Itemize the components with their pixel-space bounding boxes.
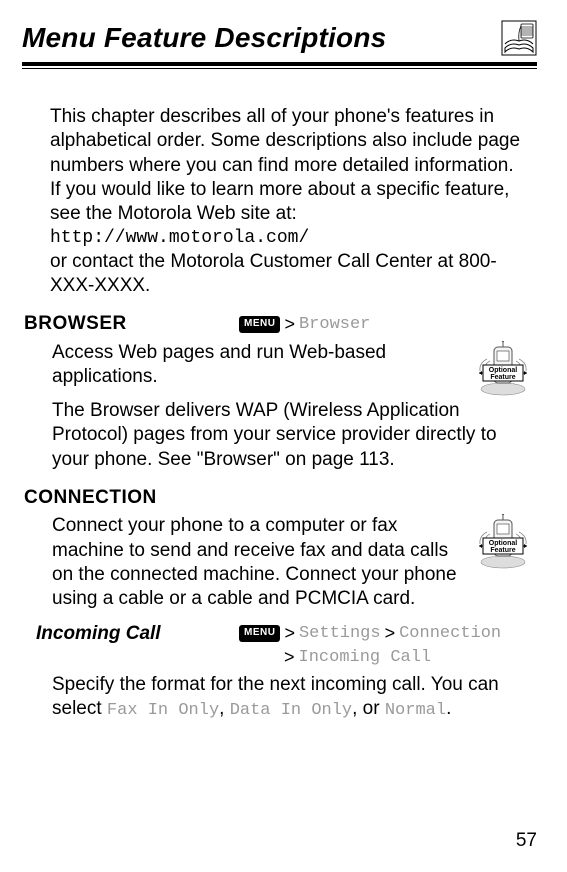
crumb-separator: > [284, 622, 295, 645]
chapter-title: Menu Feature Descriptions [22, 22, 386, 54]
sep2: , or [352, 698, 385, 719]
browser-path: MENU > Browser [239, 313, 370, 336]
incoming-call-heading: Incoming Call [36, 623, 161, 644]
crumb-settings: Settings [299, 623, 381, 645]
browser-heading: BROWSER [24, 313, 127, 334]
page-number: 57 [516, 830, 537, 852]
header-rule-thick [22, 62, 537, 66]
browser-heading-row: BROWSER MENU > Browser [24, 312, 529, 336]
book-icon [501, 20, 537, 56]
badge-text-line2: Feature [490, 374, 515, 381]
crumb-incoming-call: Incoming Call [299, 647, 432, 669]
crumb-separator: > [284, 646, 295, 669]
incoming-call-path-line2: > Incoming Call [284, 646, 529, 669]
opt-data-in-only: Data In Only [230, 701, 352, 720]
browser-body-1: Access Web pages and run Web-based appli… [52, 341, 529, 390]
connection-body-1: Connect your phone to a computer or fax … [52, 514, 529, 611]
optional-feature-badge-icon: Optional Feature [477, 341, 529, 397]
incoming-call-row: Incoming Call MENU > Settings > Connecti… [36, 622, 529, 646]
optional-feature-badge-icon: Optional Feature [477, 514, 529, 570]
crumb-separator: > [284, 313, 295, 336]
opt-normal: Normal [385, 701, 446, 720]
menu-key-icon: MENU [239, 625, 280, 642]
connection-heading: CONNECTION [24, 487, 157, 508]
incoming-call-path-line1: MENU > Settings > Connection [239, 622, 501, 645]
crumb-browser: Browser [299, 314, 370, 336]
browser-body-2: The Browser delivers WAP (Wireless Appli… [52, 399, 529, 472]
connection-heading-row: CONNECTION [24, 486, 529, 510]
incoming-call-body: Specify the format for the next incoming… [52, 673, 529, 722]
incoming-body-post: . [446, 698, 451, 719]
crumb-connection: Connection [399, 623, 501, 645]
badge-text-line1: Optional [489, 540, 517, 547]
opt-fax-in-only: Fax In Only [107, 701, 219, 720]
intro-paragraph-1: This chapter describes all of your phone… [50, 105, 529, 227]
crumb-separator: > [385, 622, 396, 645]
badge-text-line1: Optional [489, 367, 517, 374]
intro-paragraph-2: or contact the Motorola Customer Call Ce… [50, 250, 529, 299]
menu-key-icon: MENU [239, 316, 280, 333]
intro-url: http://www.motorola.com/ [50, 227, 529, 250]
sep1: , [219, 698, 230, 719]
badge-text-line2: Feature [490, 547, 515, 554]
